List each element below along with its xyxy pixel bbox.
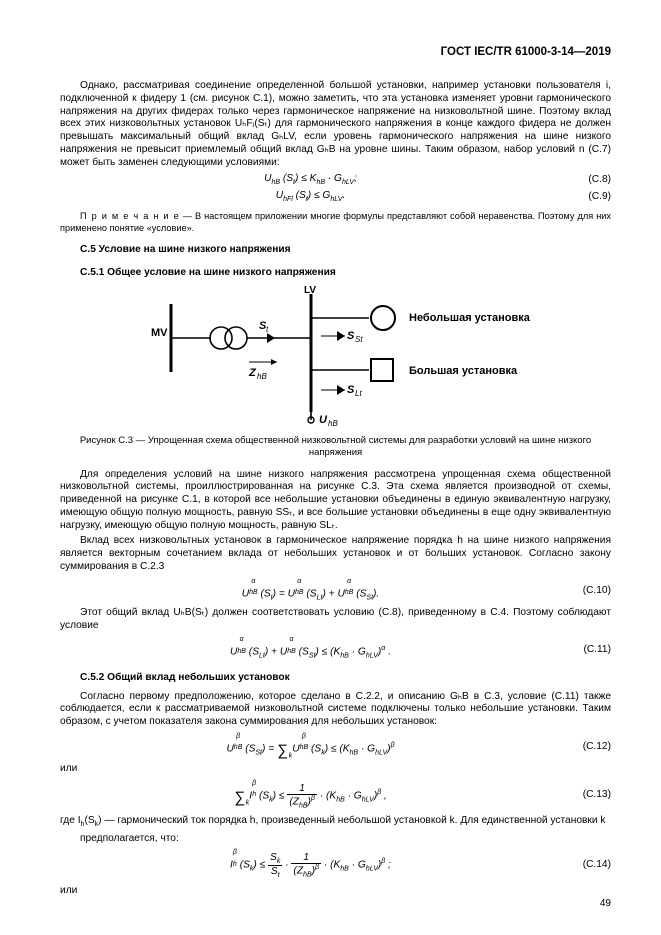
figure-caption: Рисунок C.3 — Упрощенная схема обществен… (60, 435, 611, 459)
para-2: Для определения условий на шине низкого … (60, 469, 611, 533)
eq-c11: UαhB (SLt) + UαhB (SSt) ≤ (KhB · GhLV)α … (60, 636, 611, 661)
svg-text:LV: LV (304, 286, 316, 296)
ili-2: или (60, 885, 611, 898)
eq-c14: Iβh (Sk) ≤ SkSt · 1(ZhB)β · (KhB · GhLV)… (60, 849, 611, 878)
section-c5-1: C.5.1 Общее условие на шине низкого напр… (60, 267, 611, 280)
eq-c9: UhFl (St) ≤ GhLV. (C.9) (60, 190, 611, 203)
figure-c3: MV S t Z hB LV Небольшая установка (60, 286, 611, 429)
para-5: Согласно первому предположению, которое … (60, 691, 611, 729)
eqno-c9: (C.9) (561, 191, 611, 202)
para-6: где Ih(Sk) — гармонический ток порядка h… (60, 815, 611, 830)
fig-mv: MV (151, 327, 168, 339)
svg-text:hB: hB (328, 419, 338, 426)
eq-c13: ∑kIβh (Sk) ≤ 1(ZhB)β · (KhB · GhLV)β , (… (60, 780, 611, 809)
eq-c12: UβhB (SSt) = ∑kUβhB (Sk) ≤ (KhB · GhLV)β… (60, 733, 611, 759)
eqno-c12: (C.12) (561, 741, 611, 752)
eqno-c10: (C.10) (561, 585, 611, 596)
svg-text:St: St (355, 335, 363, 344)
svg-text:Небольшая установка: Небольшая установка (409, 312, 531, 324)
para-4: Этот общий вклад UₕB(Sₜ) должен соответс… (60, 607, 611, 633)
svg-text:Z: Z (248, 367, 257, 379)
note: П р и м е ч а н и е — В настоящем прилож… (60, 211, 611, 234)
para-1: Однако, рассматривая соединение определе… (60, 80, 611, 169)
eq-c8: UhB (St) ≤ KhB · GhLV; (C.8) (60, 173, 611, 186)
section-c5-2: C.5.2 Общий вклад небольших установок (60, 672, 611, 685)
svg-text:S: S (347, 330, 355, 342)
eq-c10: UαhB (St) = UαhB (SLt) + UαhB (SSt). (C.… (60, 578, 611, 603)
para-6b: предполагается, что: (60, 833, 611, 846)
para-3: Вклад всех низковольтных установок в гар… (60, 535, 611, 573)
svg-text:S: S (347, 384, 355, 396)
eqno-c11: (C.11) (561, 644, 611, 655)
page-number: 49 (600, 898, 611, 909)
eqno-c14: (C.14) (561, 859, 611, 870)
svg-text:Большая установка: Большая установка (409, 365, 518, 377)
eqno-c8: (C.8) (561, 174, 611, 185)
svg-text:Lt: Lt (355, 389, 362, 398)
svg-text:hB: hB (257, 372, 267, 381)
doc-header: ГОСТ IEC/TR 61000-3-14—2019 (60, 46, 611, 58)
svg-text:t: t (266, 325, 269, 334)
svg-text:U: U (319, 414, 328, 426)
ili-1: или (60, 763, 611, 776)
section-c5: C.5 Условие на шине низкого напряжения (60, 244, 611, 257)
eqno-c13: (C.13) (561, 789, 611, 800)
